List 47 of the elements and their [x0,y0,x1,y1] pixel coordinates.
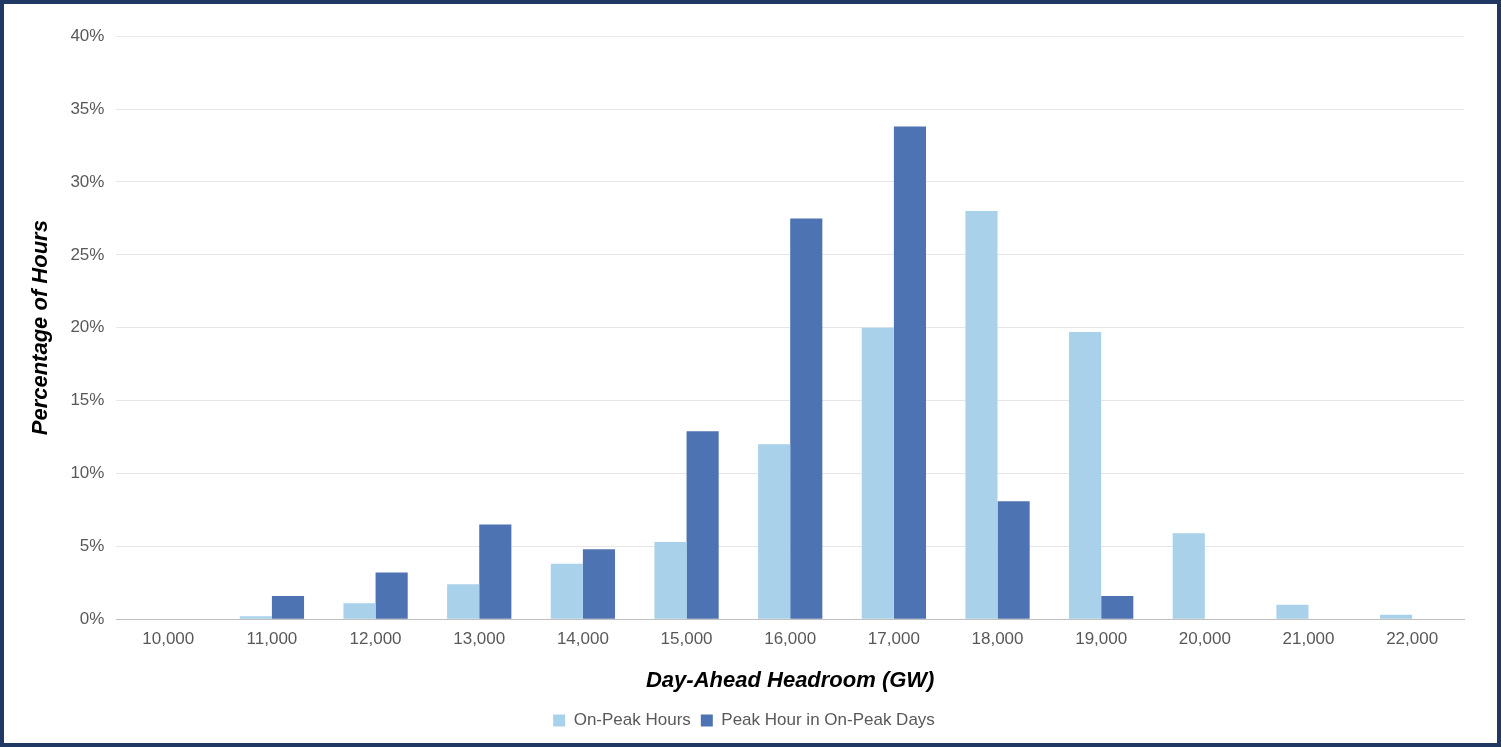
bar [582,549,616,619]
bar [861,327,894,619]
x-tick-label: 21,000 [1282,629,1335,649]
x-tick-label: 12,000 [349,629,402,649]
bar [375,572,408,619]
x-tick-label: 18,000 [971,629,1024,649]
bar [479,524,512,619]
bar [686,431,719,619]
bar [1069,332,1102,619]
bar [550,563,583,619]
x-tick-label: 17,000 [867,629,920,649]
bar [271,595,305,619]
bar [447,584,480,619]
bar [1172,533,1205,619]
x-tick-label: 11,000 [246,629,298,649]
legend-label: On-Peak Hours [573,710,691,730]
y-tick-label: 35% [70,98,105,118]
y-tick-label: 20% [70,317,105,337]
bar [1276,604,1309,619]
y-tick-label: 5% [79,536,105,556]
x-tick-label: 16,000 [764,629,817,649]
y-tick-label: 25% [70,244,105,264]
x-axis-title: Day-Ahead Headroom (GW) [645,666,935,692]
x-tick-label: 20,000 [1178,629,1231,649]
y-tick-label: 15% [70,390,105,410]
x-tick-label: 10,000 [142,629,195,649]
bar [239,616,272,619]
y-tick-label: 40% [70,25,105,45]
bar [893,126,927,619]
legend-label: Peak Hour in On-Peak Days [721,710,935,730]
x-tick-label: 22,000 [1386,629,1439,649]
x-tick-label: 13,000 [453,629,506,649]
bar [343,603,376,619]
y-tick-label: 10% [70,463,105,483]
bar [1101,595,1134,619]
bar [758,444,791,619]
y-tick-label: 0% [79,608,105,628]
bar [790,218,823,619]
y-tick-label: 30% [70,171,105,191]
y-axis-title: Percentage of Hours [27,220,53,436]
x-tick-label: 15,000 [660,629,713,649]
x-tick-label: 19,000 [1075,629,1128,649]
x-tick-label: 14,000 [556,629,609,649]
bar [997,501,1030,619]
bar [1380,614,1413,619]
bar [654,541,687,619]
bar [965,211,998,619]
